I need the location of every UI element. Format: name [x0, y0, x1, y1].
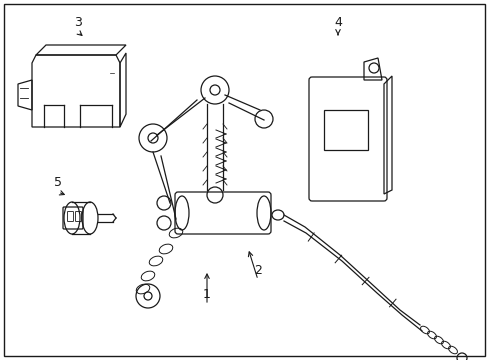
Text: 2: 2 [254, 264, 262, 276]
Text: 4: 4 [333, 15, 341, 28]
Text: 1: 1 [203, 288, 210, 302]
Text: 5: 5 [54, 175, 62, 189]
Text: 3: 3 [74, 15, 82, 28]
